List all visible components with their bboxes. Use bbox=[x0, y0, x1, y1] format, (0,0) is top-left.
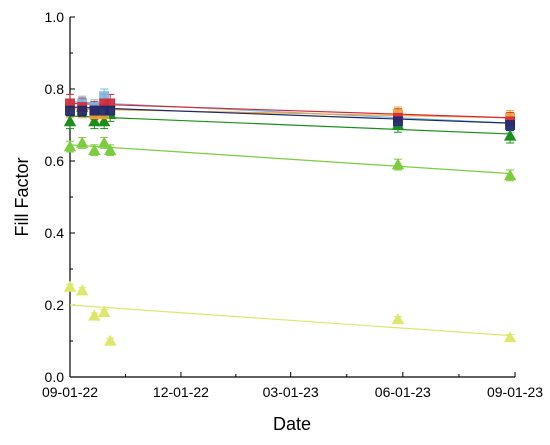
y-tick-label: 0.0 bbox=[45, 369, 65, 385]
triangle-marker bbox=[97, 136, 111, 148]
triangle-marker bbox=[503, 129, 517, 141]
y-tick-label: 0.2 bbox=[45, 297, 65, 313]
x-tick-label: 12-01-22 bbox=[153, 384, 209, 400]
triangle-marker bbox=[88, 309, 101, 321]
y-tick-label: 0.4 bbox=[45, 225, 65, 241]
triangle-marker bbox=[76, 284, 89, 296]
fit-line bbox=[69, 304, 511, 337]
x-tick-label: 09-01-22 bbox=[42, 384, 98, 400]
square-marker bbox=[65, 105, 75, 116]
data-markers bbox=[63, 91, 517, 346]
triangle-marker bbox=[63, 140, 77, 152]
triangle-marker bbox=[63, 280, 77, 292]
error-bars bbox=[66, 88, 515, 345]
square-marker bbox=[77, 105, 88, 116]
x-tick-label: 06-01-23 bbox=[375, 384, 431, 400]
triangle-marker bbox=[104, 334, 117, 346]
square-marker bbox=[89, 105, 100, 116]
axes bbox=[69, 16, 516, 378]
x-tick-label: 03-01-23 bbox=[263, 384, 319, 400]
tick-labels: 0.0 0.2 0.4 0.6 0.8 1.0 09-01-22 12-01-22 03-01-… bbox=[42, 9, 543, 400]
square-marker bbox=[105, 105, 116, 116]
triangle-marker bbox=[97, 305, 111, 318]
triangle-marker bbox=[88, 115, 101, 127]
y-tick-label: 0.6 bbox=[45, 153, 65, 169]
x-axis-label: Date bbox=[273, 414, 311, 434]
x-tick-label: 09-01-23 bbox=[487, 384, 543, 400]
fit-line bbox=[69, 102, 511, 119]
triangle-marker bbox=[391, 313, 405, 325]
fit-line bbox=[69, 106, 511, 124]
y-axis-label: Fill Factor bbox=[12, 157, 32, 236]
fit-line bbox=[69, 115, 511, 135]
triangle-marker bbox=[76, 136, 89, 148]
fit-lines bbox=[69, 101, 511, 337]
triangle-marker bbox=[503, 169, 517, 181]
triangle-marker bbox=[391, 158, 405, 170]
triangle-marker bbox=[63, 115, 77, 127]
y-tick-label: 1.0 bbox=[45, 9, 65, 25]
triangle-marker bbox=[97, 115, 111, 127]
triangle-marker bbox=[88, 143, 101, 156]
triangle-marker bbox=[503, 331, 517, 343]
y-tick-label: 0.8 bbox=[45, 81, 65, 97]
fit-line bbox=[69, 101, 511, 124]
square-marker bbox=[505, 120, 516, 130]
square-marker bbox=[393, 116, 403, 127]
triangle-marker bbox=[104, 143, 117, 156]
fit-line bbox=[69, 144, 511, 175]
